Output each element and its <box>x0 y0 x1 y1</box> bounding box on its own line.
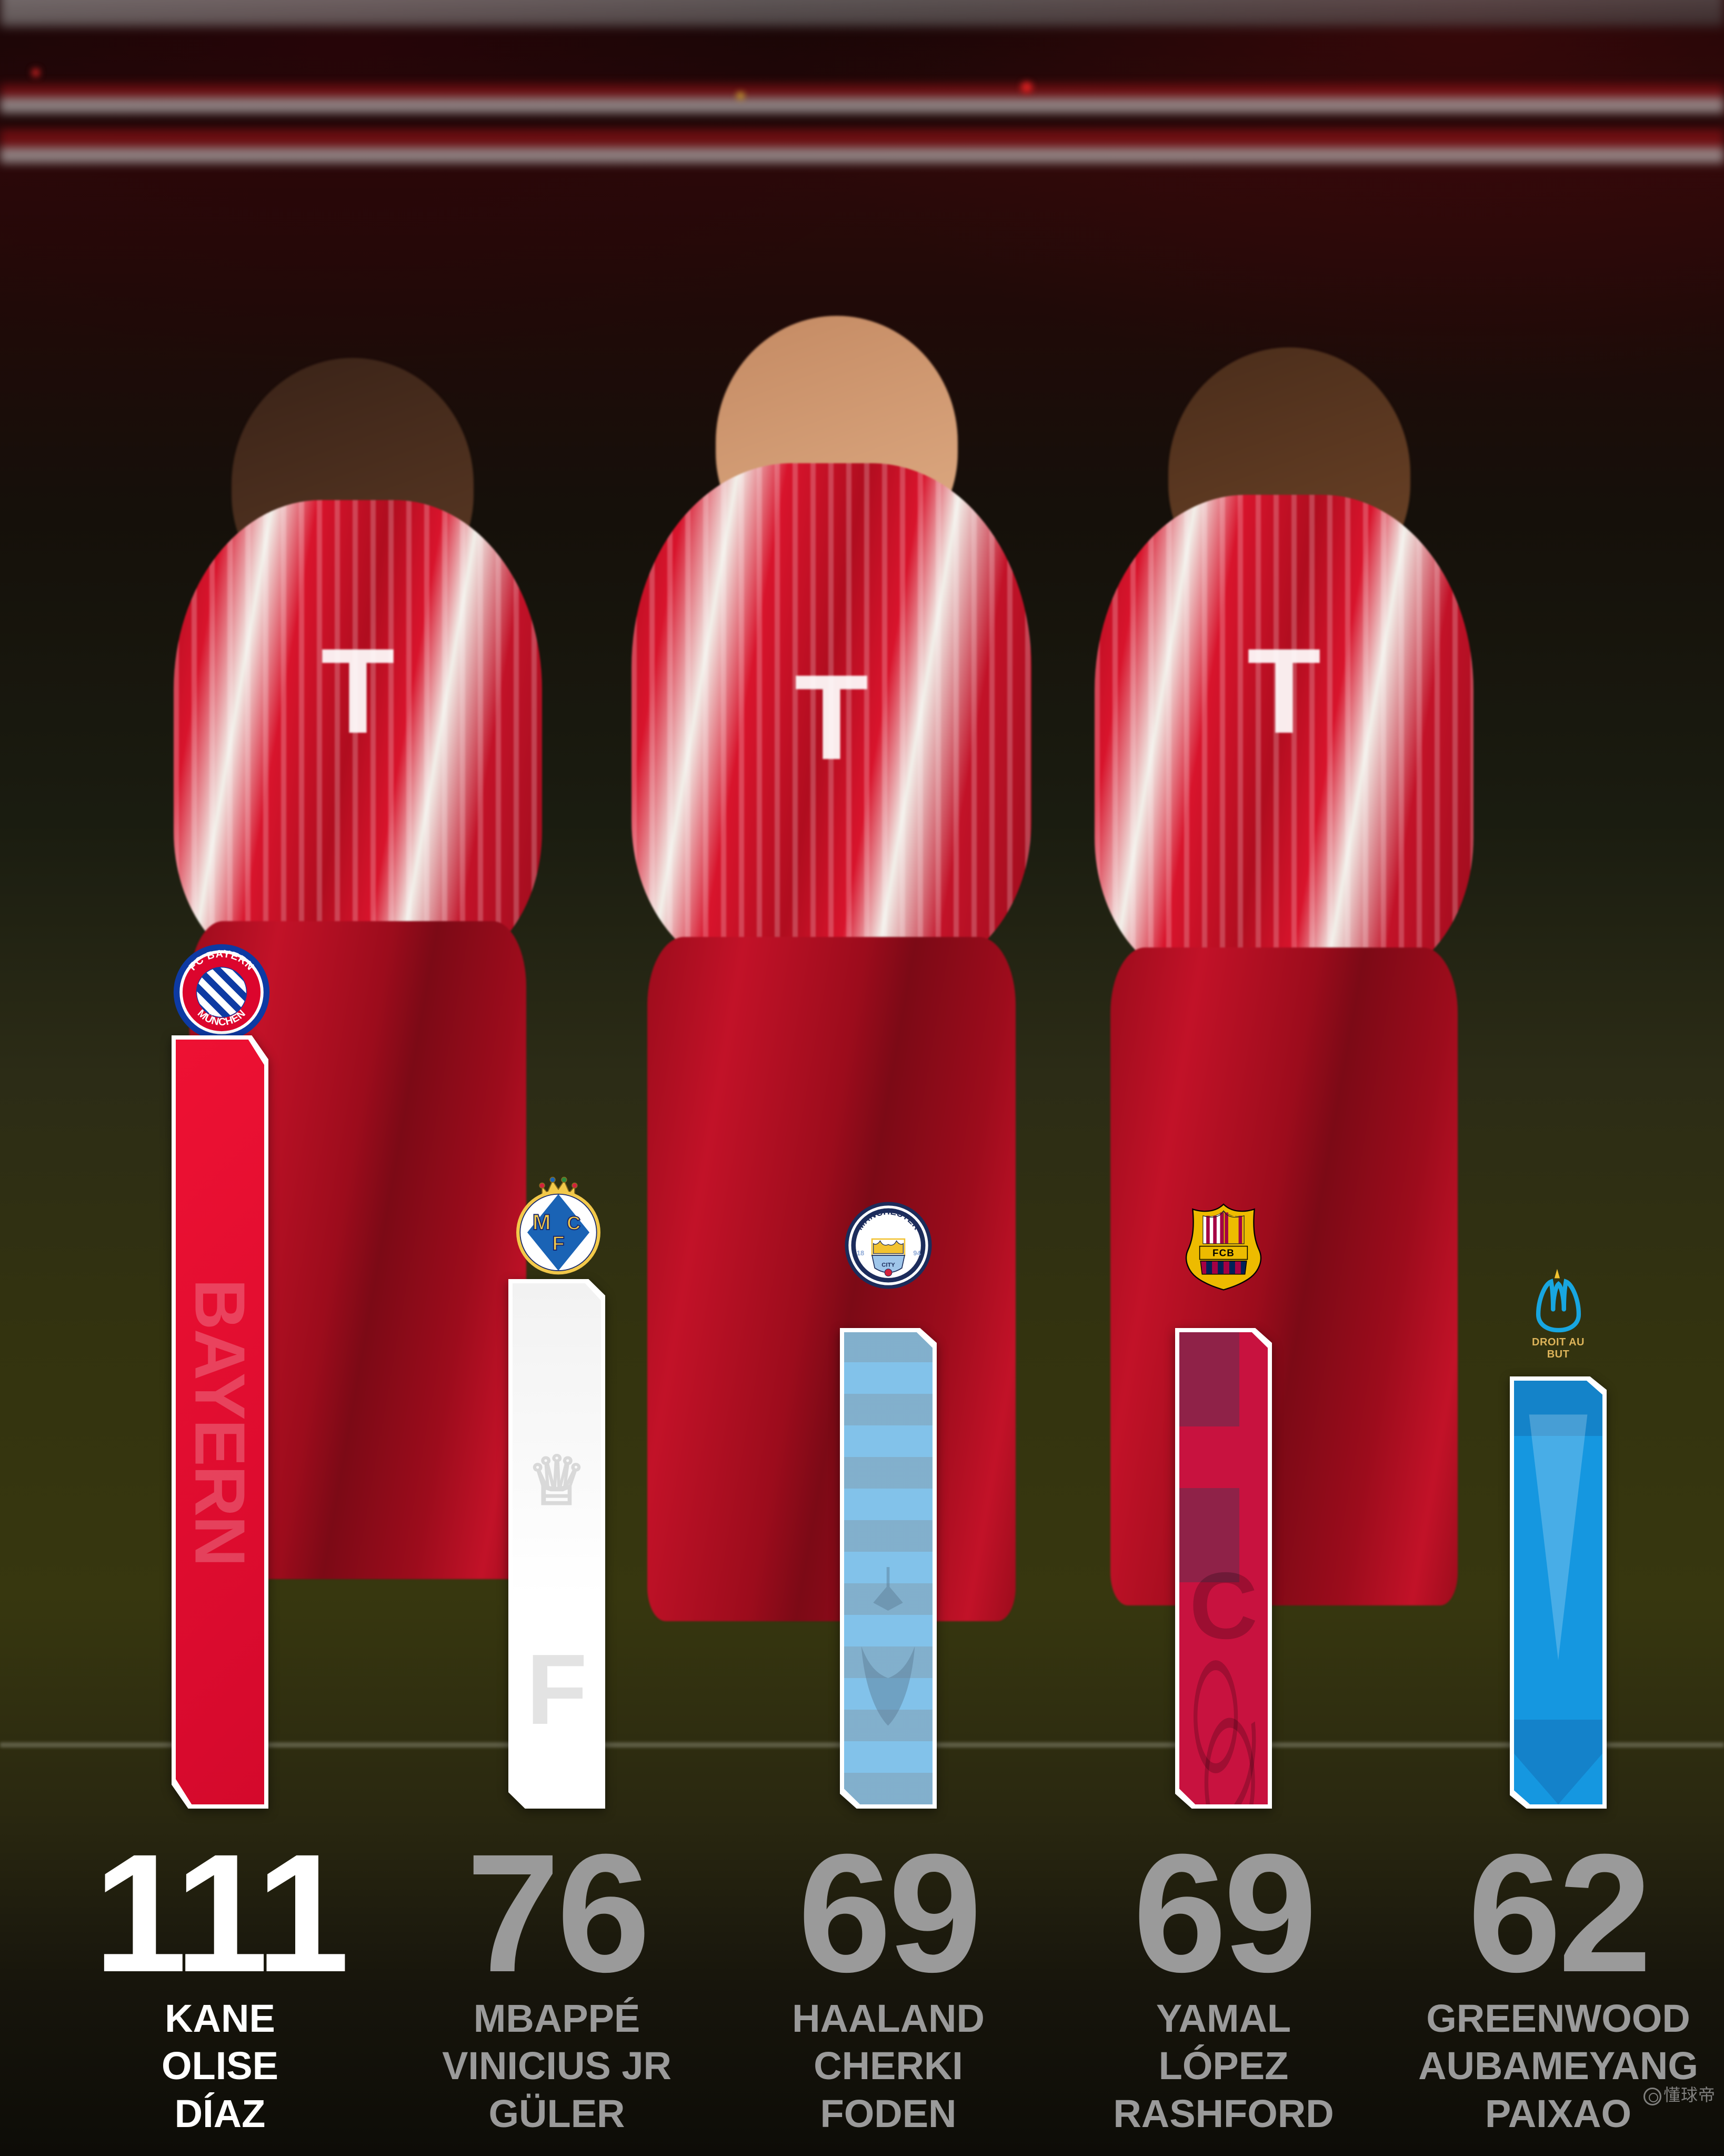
svg-text:F: F <box>552 1232 564 1255</box>
svg-text:FCB: FCB <box>1212 1247 1235 1258</box>
svg-text:M: M <box>533 1210 551 1234</box>
svg-text:CITY: CITY <box>881 1262 895 1268</box>
svg-text:C: C <box>567 1212 580 1234</box>
svg-text:94: 94 <box>913 1249 921 1257</box>
svg-text:18: 18 <box>857 1249 864 1257</box>
